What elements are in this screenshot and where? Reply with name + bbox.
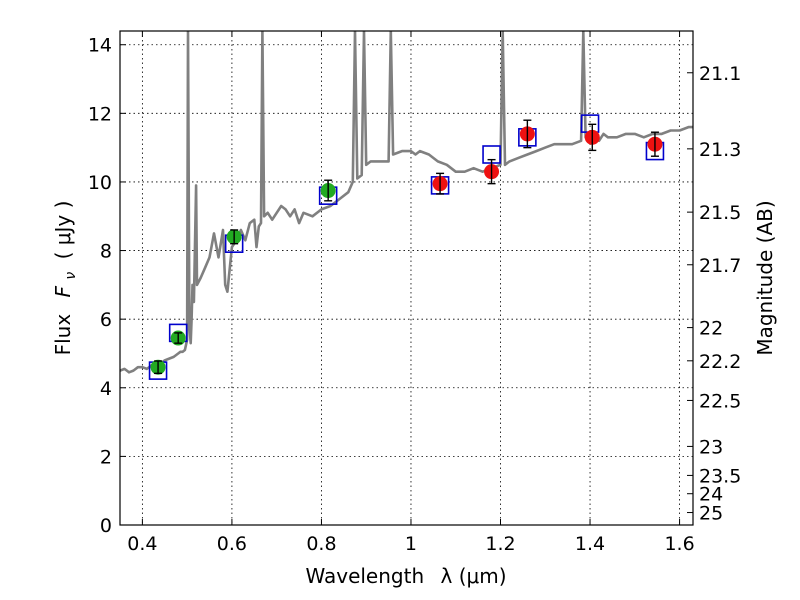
y2-tick-label: 21.7: [699, 255, 741, 277]
x-tick-label: 1.2: [485, 533, 515, 555]
y2-tick-label: 21.1: [699, 63, 741, 85]
x-tick-label: 1.6: [664, 533, 694, 555]
x-tick-label: 1: [405, 533, 417, 555]
y-tick-label: 0: [100, 515, 112, 537]
y2-tick-label: 23.5: [699, 465, 741, 487]
data-layer: [120, 31, 693, 380]
y-tick-label: 4: [100, 378, 112, 400]
y2-tick-label: 22.2: [699, 351, 741, 373]
y-axis-title: Flux F ν ( μJy ): [51, 201, 80, 356]
y-tick-label: 14: [88, 35, 112, 57]
x-axis-title-text: Wavelength: [305, 564, 424, 588]
y-axis-title-subscript: ν: [63, 272, 79, 280]
x-tick-label: 1.4: [575, 533, 605, 555]
y2-tick-label: 25: [699, 503, 723, 525]
y2-tick-label: 22: [699, 318, 723, 340]
ticks: 0.4 0.6 0.8 1 1.2 1.4 1.60246810121421.121.321…: [88, 31, 741, 555]
y2-axis-title: Magnitude (AB): [753, 200, 777, 355]
y-axis-title-symbol: F: [51, 285, 75, 297]
y-tick-label: 8: [100, 241, 112, 263]
x-tick-label: 0.6: [217, 533, 247, 555]
y2-tick-label: 21.3: [699, 139, 741, 161]
y2-tick-label: 24: [699, 484, 723, 506]
y2-tick-label: 21.5: [699, 202, 741, 224]
y-tick-label: 10: [88, 172, 112, 194]
y2-tick-label: 22.5: [699, 390, 741, 412]
spectrum-line: [120, 31, 693, 374]
plot-frame: [119, 30, 694, 526]
x-axis-title: Wavelength λ (μm): [305, 564, 506, 588]
x-tick-label: 0.8: [306, 533, 336, 555]
x-tick-label: 0.4: [127, 533, 157, 555]
x-axis-title-math: λ (μm): [441, 564, 507, 588]
y-axis-title-text: Flux: [51, 314, 75, 356]
y-tick-label: 12: [88, 103, 112, 125]
y-tick-label: 2: [100, 446, 112, 468]
y-tick-label: 6: [100, 309, 112, 331]
y2-tick-label: 23: [699, 436, 723, 458]
y-axis-title-unit: ( μJy ): [51, 201, 75, 260]
